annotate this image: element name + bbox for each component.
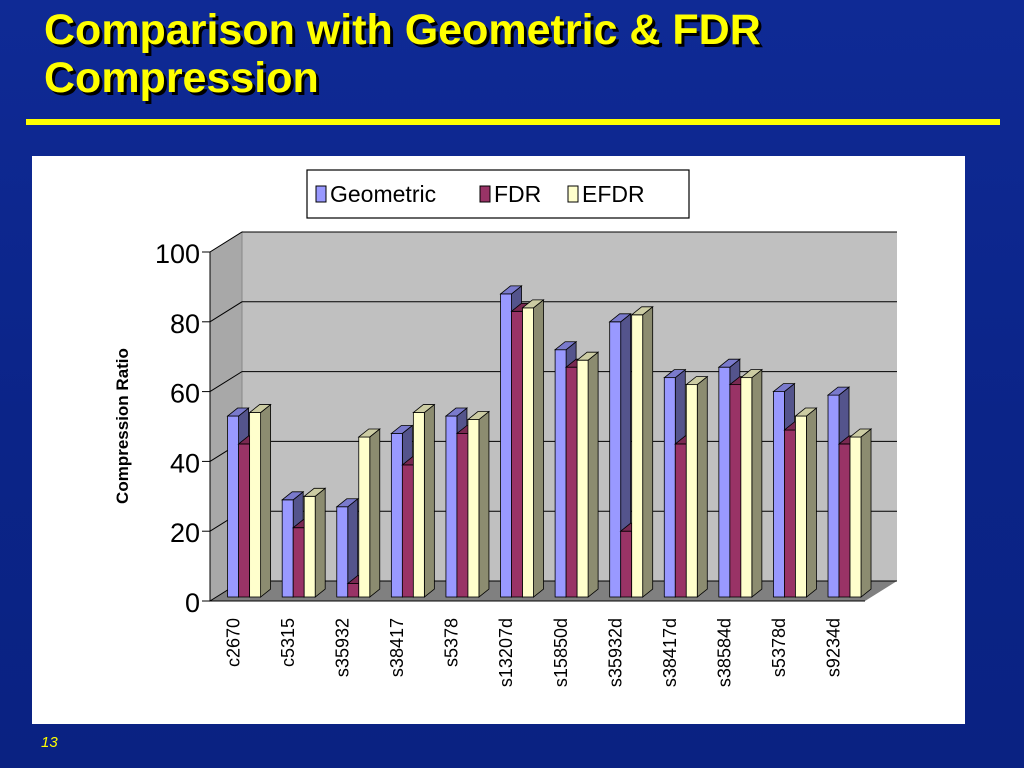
x-tick-label-s38584d: s38584d (715, 618, 735, 687)
chart-legend: Geometric FDR EFDR (306, 169, 690, 219)
bar-efdr-s38417d (685, 375, 709, 598)
bar-efdr-s13207d (521, 299, 545, 598)
x-tick-label-s9234d: s9234d (824, 618, 844, 677)
x-tick-label-s35932d: s35932d (605, 618, 625, 687)
legend-item-geometric: Geometric (315, 181, 436, 207)
y-tick-label-100: 100 (155, 239, 200, 269)
x-tick-label-s38417d: s38417d (660, 618, 680, 687)
chart-panel: 0 20 40 60 80 100 Compression Ratio c2670 c5315 s… (32, 156, 965, 724)
x-tick-label-c5315: c5315 (278, 618, 298, 667)
y-tick-label-80: 80 (170, 309, 200, 339)
bar-chart: 0 20 40 60 80 100 Compression Ratio c2670 c5315 s… (113, 169, 897, 687)
bar-efdr-s15850d (575, 351, 600, 598)
bar-efdr-s35932 (357, 428, 381, 598)
bar-efdr-s38584d (739, 368, 763, 598)
x-tick-label-s5378d: s5378d (769, 618, 789, 677)
y-tick-label-60: 60 (170, 379, 200, 409)
y-tick-label-40: 40 (170, 448, 200, 478)
bar-efdr-c5315 (303, 487, 327, 598)
bar-efdr-s5378d (794, 407, 818, 598)
bar-efdr-c2670 (248, 403, 272, 598)
slide-title: Comparison with Geometric & FDR Compress… (44, 6, 761, 102)
bar-efdr-s35932d (630, 305, 654, 598)
bar-efdr-s5378 (466, 410, 491, 598)
x-tick-label-s38417: s38417 (387, 618, 407, 677)
bar-efdr-s38417 (412, 403, 436, 598)
legend-item-fdr: FDR (479, 181, 541, 207)
gridline (209, 301, 897, 323)
legend-item-efdr: EFDR (567, 181, 645, 207)
title-divider (26, 119, 1000, 125)
bar-efdr-s9234d (848, 428, 873, 598)
gridline (209, 231, 897, 253)
x-tick-label-s13207d: s13207d (496, 618, 516, 687)
svg-text:FDR: FDR (494, 181, 541, 207)
svg-text:Geometric: Geometric (330, 181, 436, 207)
svg-text:EFDR: EFDR (582, 181, 645, 207)
y-tick-label-20: 20 (170, 518, 200, 548)
x-tick-label-s5378: s5378 (442, 618, 462, 667)
x-tick-label-c2670: c2670 (223, 618, 243, 667)
x-tick-label-s35932: s35932 (332, 618, 352, 677)
slide-number: 13 (41, 734, 58, 751)
y-axis-title: Compression Ratio (113, 348, 132, 504)
y-tick-label-0: 0 (185, 588, 200, 618)
bar-geometric-s35932 (335, 497, 359, 598)
x-tick-label-s15850d: s15850d (551, 618, 571, 687)
